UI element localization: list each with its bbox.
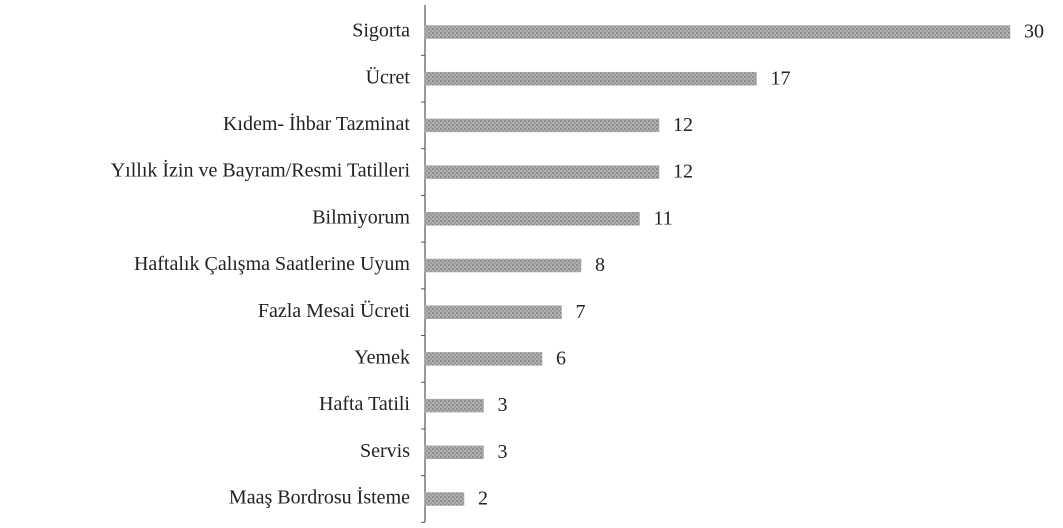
category-label: Hafta Tatili: [319, 393, 410, 415]
value-label: 12: [673, 114, 693, 136]
category-label: Bilmiyorum: [312, 206, 410, 228]
category-label: Fazla Mesai Ücreti: [258, 299, 411, 322]
value-label: 12: [673, 161, 693, 183]
category-label: Kıdem- İhbar Tazminat: [223, 112, 410, 135]
value-label: 2: [478, 488, 488, 510]
bar: [424, 25, 1011, 39]
category-label: Servis: [360, 440, 410, 462]
value-label: 3: [498, 441, 508, 463]
category-label: Maaş Bordrosu İsteme: [229, 486, 410, 509]
category-label: Sigorta: [352, 20, 410, 42]
value-label: 17: [771, 67, 791, 89]
value-label: 3: [498, 394, 508, 416]
bar: [424, 305, 562, 319]
bar: [424, 165, 660, 179]
bar: [424, 118, 660, 133]
category-label: Yemek: [354, 346, 410, 368]
value-label: 8: [595, 254, 605, 276]
bar: [424, 71, 757, 86]
category-label: Yıllık İzin ve Bayram/Resmi Tatilleri: [111, 159, 411, 182]
bar: [424, 492, 465, 506]
category-label: Haftalık Çalışma Saatlerine Uyum: [134, 253, 410, 275]
value-label: 7: [576, 301, 586, 323]
bar: [424, 398, 484, 413]
bar: [424, 352, 543, 366]
value-label: 11: [654, 207, 673, 229]
category-label: Ücret: [366, 65, 411, 88]
value-label: 6: [556, 347, 566, 369]
bar: [424, 258, 582, 273]
bar: [424, 212, 640, 226]
bar: [424, 445, 484, 460]
value-label: 30: [1024, 21, 1044, 43]
